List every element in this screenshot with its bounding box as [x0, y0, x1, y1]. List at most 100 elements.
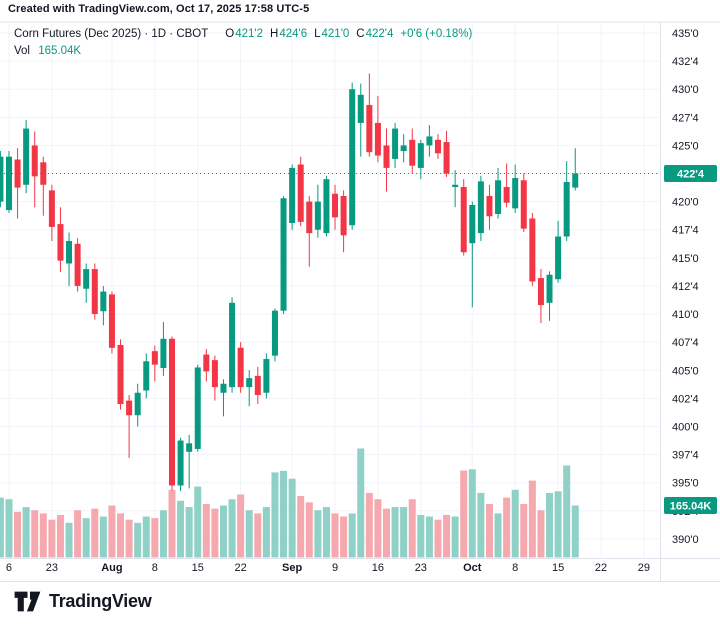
candle-body[interactable] — [23, 128, 30, 185]
candle-body[interactable] — [349, 89, 356, 226]
candle-body[interactable] — [134, 392, 141, 416]
candle-body[interactable] — [126, 400, 133, 416]
candle-body[interactable] — [503, 187, 510, 203]
volume-bar[interactable] — [494, 513, 502, 558]
candle-body[interactable] — [91, 269, 98, 315]
candle-body[interactable] — [0, 156, 4, 202]
volume-bar[interactable] — [48, 519, 56, 558]
volume-bar[interactable] — [211, 508, 219, 558]
volume-bar[interactable] — [108, 505, 116, 558]
candle-body[interactable] — [495, 180, 502, 214]
volume-bar[interactable] — [331, 513, 339, 558]
volume-bar[interactable] — [365, 492, 373, 558]
volume-bar[interactable] — [443, 514, 451, 558]
candle-body[interactable] — [512, 178, 519, 209]
candle-body[interactable] — [469, 205, 476, 244]
volume-bar[interactable] — [528, 480, 536, 558]
candle-body[interactable] — [108, 294, 115, 348]
volume-bar[interactable] — [408, 499, 416, 558]
volume-bar[interactable] — [142, 516, 150, 558]
candle-body[interactable] — [66, 240, 73, 264]
candle-body[interactable] — [426, 136, 433, 146]
volume-bar[interactable] — [288, 478, 296, 558]
candle-body[interactable] — [452, 184, 459, 188]
volume-bar[interactable] — [537, 510, 545, 558]
volume-bar[interactable] — [262, 507, 270, 558]
candle-body[interactable] — [254, 375, 261, 395]
candle-body[interactable] — [563, 181, 570, 237]
candle-body[interactable] — [143, 361, 150, 391]
candle-body[interactable] — [83, 269, 90, 289]
candle-body[interactable] — [486, 196, 493, 217]
volume-bar[interactable] — [546, 492, 554, 558]
volume-bar[interactable] — [503, 497, 511, 558]
volume-bar[interactable] — [460, 470, 468, 558]
candle-body[interactable] — [280, 198, 287, 311]
volume-bar[interactable] — [357, 448, 365, 558]
volume-bar[interactable] — [391, 507, 399, 558]
candle-body[interactable] — [169, 338, 175, 486]
volume-bar[interactable] — [271, 472, 279, 558]
candle-body[interactable] — [203, 354, 210, 372]
candle-body[interactable] — [5, 156, 12, 211]
volume-bar[interactable] — [348, 513, 356, 558]
volume-bar[interactable] — [511, 489, 519, 558]
candle-body[interactable] — [357, 94, 364, 123]
candle-body[interactable] — [220, 383, 227, 393]
candle-body[interactable] — [392, 128, 399, 159]
volume-bar[interactable] — [383, 508, 390, 558]
volume-bar[interactable] — [91, 508, 99, 558]
volume-bar[interactable] — [563, 465, 571, 558]
candle-body[interactable] — [366, 104, 373, 153]
candle-body[interactable] — [306, 201, 313, 234]
candle-body[interactable] — [263, 359, 270, 393]
candle-body[interactable] — [340, 196, 347, 236]
candle-body[interactable] — [194, 367, 201, 449]
candle-body[interactable] — [271, 310, 278, 356]
volume-bar[interactable] — [0, 497, 4, 558]
candle-body[interactable] — [434, 139, 441, 154]
volume-bar[interactable] — [14, 511, 22, 558]
volume-bar[interactable] — [434, 519, 442, 558]
volume-bar[interactable] — [22, 507, 30, 558]
volume-bar[interactable] — [82, 518, 90, 558]
volume-bar[interactable] — [5, 499, 13, 558]
candle-body[interactable] — [555, 236, 562, 280]
volume-bar[interactable] — [322, 507, 330, 558]
candle-body[interactable] — [57, 224, 64, 261]
candle-body[interactable] — [100, 291, 107, 312]
candle-body[interactable] — [400, 145, 407, 152]
candle-body[interactable] — [151, 351, 158, 365]
candle-body[interactable] — [443, 142, 450, 174]
volume-bar[interactable] — [74, 510, 82, 558]
volume-bar[interactable] — [125, 519, 133, 558]
candle-body[interactable] — [332, 193, 339, 218]
candle-body[interactable] — [323, 179, 330, 234]
volume-bar[interactable] — [237, 494, 245, 558]
candle-body[interactable] — [117, 344, 124, 404]
candle-body[interactable] — [186, 443, 193, 452]
candle-body[interactable] — [572, 173, 579, 188]
volume-bar[interactable] — [297, 496, 305, 558]
candle-body[interactable] — [520, 180, 527, 229]
volume-bar[interactable] — [314, 510, 322, 558]
candle-body[interactable] — [546, 274, 553, 303]
volume-bar[interactable] — [202, 503, 210, 558]
volume-bar[interactable] — [374, 499, 382, 558]
candle-body[interactable] — [237, 347, 244, 388]
volume-bar[interactable] — [280, 470, 288, 558]
volume-bar[interactable] — [417, 514, 425, 558]
candle-body[interactable] — [374, 122, 381, 156]
candle-body[interactable] — [74, 243, 81, 286]
candle-body[interactable] — [417, 143, 424, 168]
volume-bar[interactable] — [185, 507, 193, 558]
candle-body[interactable] — [289, 167, 296, 223]
candle-body[interactable] — [229, 302, 236, 388]
volume-bar[interactable] — [168, 489, 176, 558]
candle-body[interactable] — [160, 338, 167, 369]
volume-bar[interactable] — [194, 486, 202, 558]
volume-bar[interactable] — [99, 516, 107, 558]
candle-body[interactable] — [48, 190, 55, 227]
candle-body[interactable] — [537, 278, 544, 306]
